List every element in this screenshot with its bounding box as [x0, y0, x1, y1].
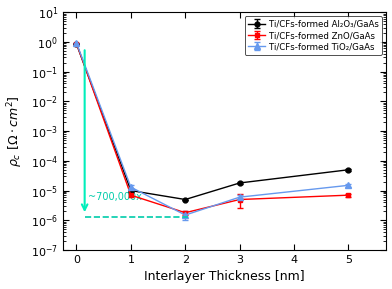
Y-axis label: $\rho_c\ [\Omega\cdot cm^2]$: $\rho_c\ [\Omega\cdot cm^2]$: [5, 95, 25, 167]
X-axis label: Interlayer Thickness [nm]: Interlayer Thickness [nm]: [144, 271, 305, 284]
Legend: Ti/CFs-formed Al₂O₃/GaAs, Ti/CFs-formed ZnO/GaAs, Ti/CFs-formed TiO₂/GaAs: Ti/CFs-formed Al₂O₃/GaAs, Ti/CFs-formed …: [245, 16, 382, 55]
Text: ~700,000x: ~700,000x: [89, 192, 142, 202]
